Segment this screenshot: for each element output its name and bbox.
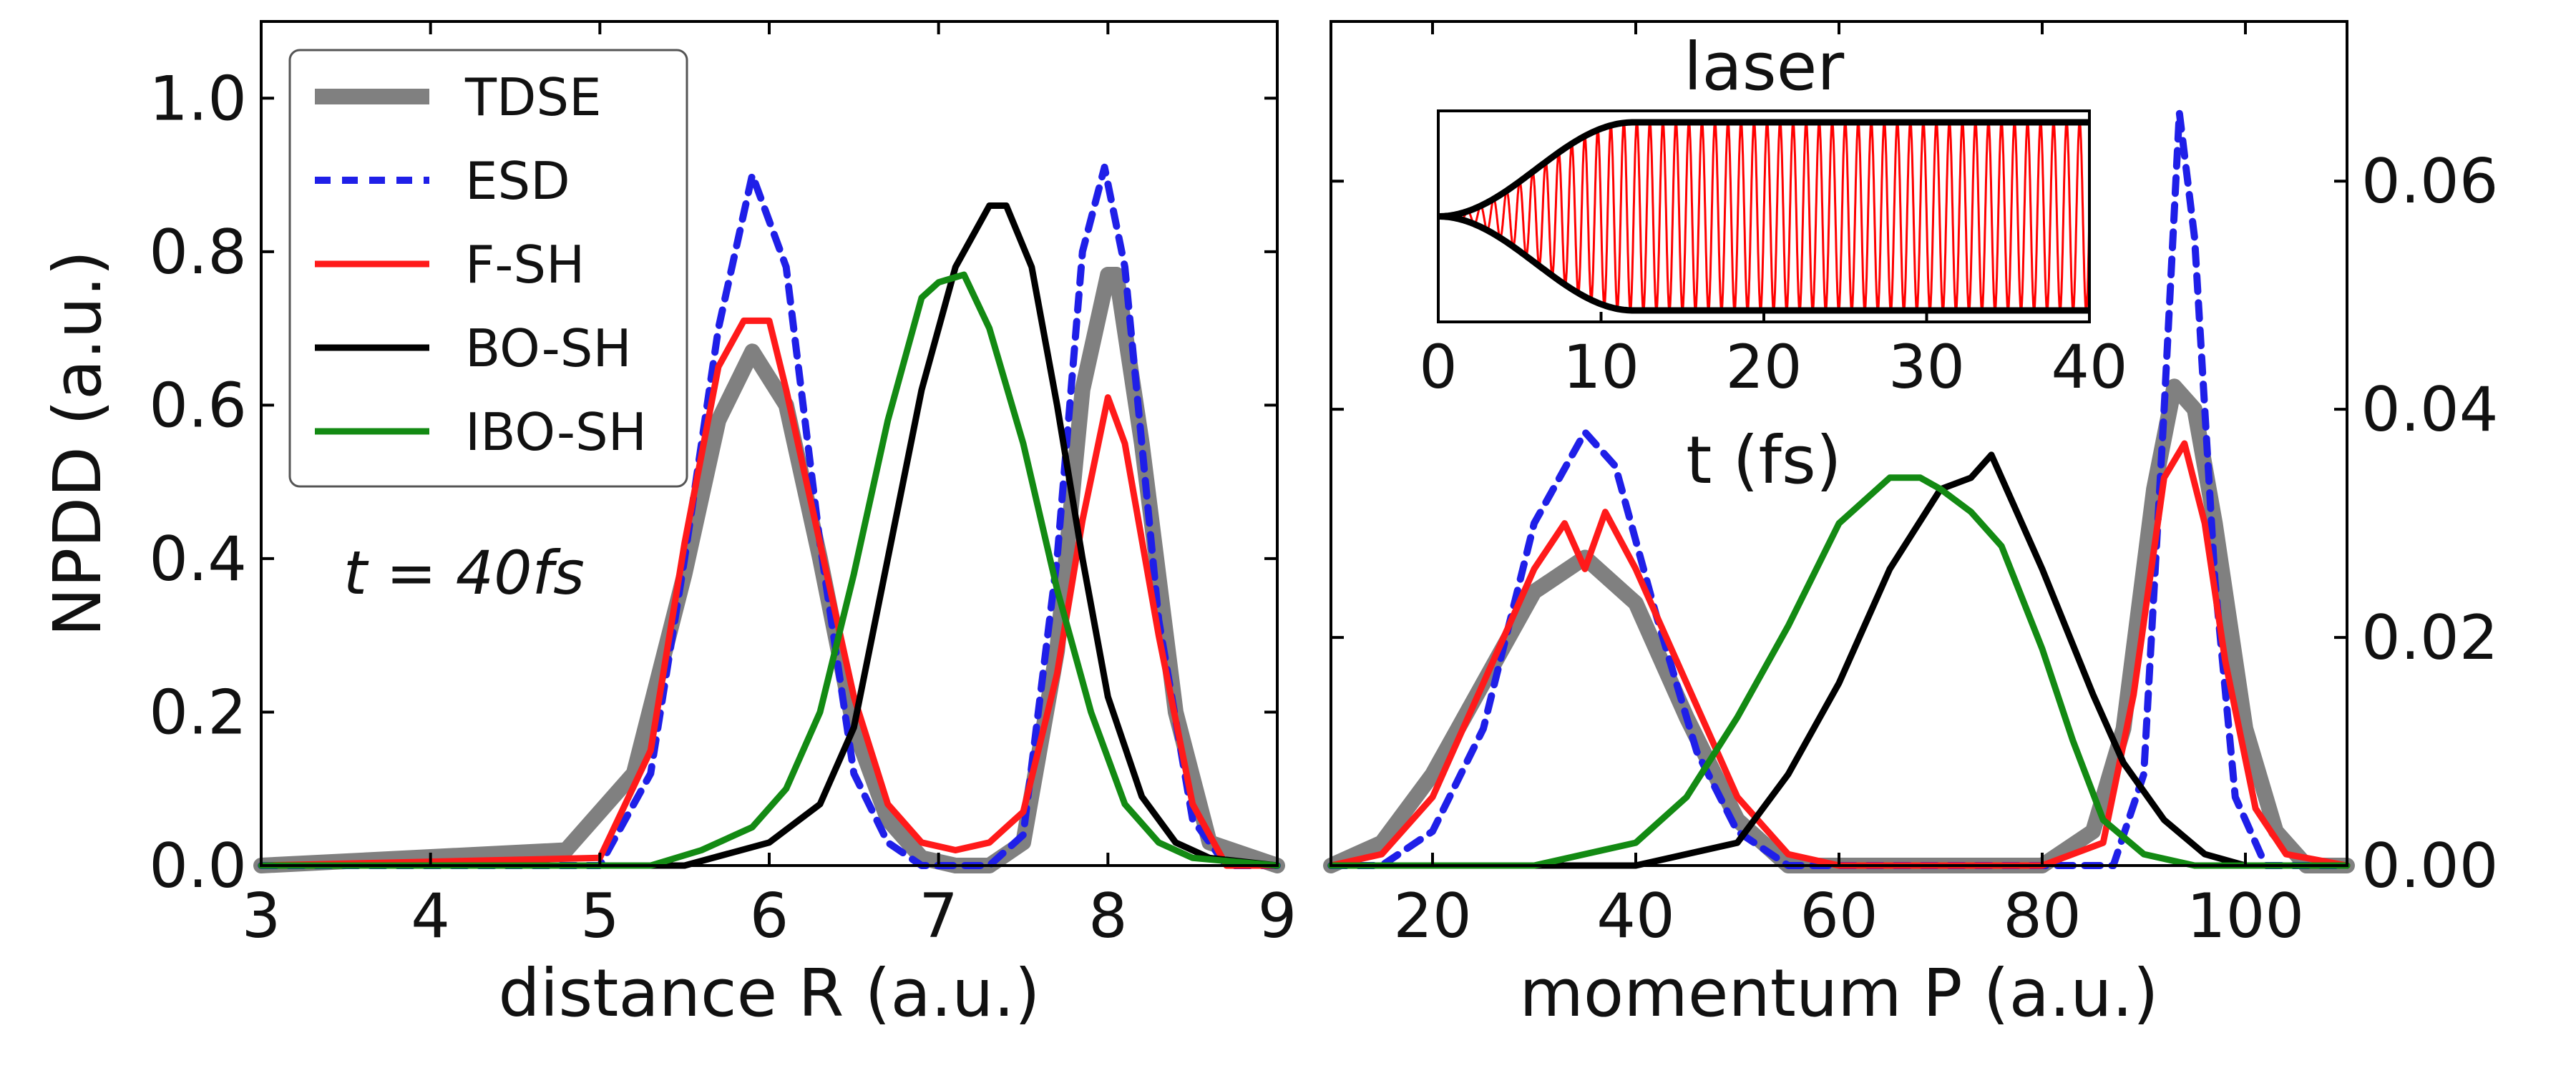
- inset-title: laser: [1684, 29, 1844, 105]
- inset-x-tick-label: 10: [1563, 332, 1639, 402]
- legend-entries: TDSE ESD F-SH BO-SH IBO-SH: [315, 67, 647, 462]
- right-series-f-sh: [1327, 440, 2351, 869]
- right-y-tick-label: 0.00: [2361, 831, 2498, 902]
- laser-inset: laser 0 10 20 30 40 t (fs): [1419, 29, 2127, 499]
- left-y-axis-title: NPDD (a.u.): [39, 250, 116, 637]
- legend-label-bo-sh: BO-SH: [465, 318, 632, 378]
- time-annotation: t = 40fs: [343, 538, 585, 608]
- left-x-tick-label: 7: [919, 881, 958, 952]
- left-x-tick-label: 8: [1088, 881, 1128, 952]
- left-x-tick-label: 5: [580, 881, 620, 952]
- left-y-tick-label: 0.4: [149, 524, 247, 595]
- legend-box: [288, 49, 688, 488]
- right-y-tick-label: 0.06: [2361, 146, 2498, 217]
- right-x-tick-label: 60: [1800, 881, 1878, 952]
- right-series-bo-sh: [1327, 451, 2351, 869]
- right-x-tick-label: 80: [2003, 881, 2081, 952]
- laser-oscillation: [1438, 120, 2091, 313]
- left-y-tick-label: 0.2: [149, 677, 247, 748]
- left-y-tick-label: 0.8: [149, 217, 247, 288]
- right-y-tick-label: 0.02: [2361, 602, 2498, 674]
- inset-x-tick-label: 30: [1888, 332, 1965, 402]
- legend-label-ibo-sh: IBO-SH: [465, 402, 647, 462]
- left-series-bo-sh: [258, 202, 1281, 869]
- inset-x-tick-label: 40: [2051, 332, 2128, 402]
- right-x-tick-label: 20: [1393, 881, 1471, 952]
- legend: TDSE ESD F-SH BO-SH IBO-SH: [288, 49, 688, 488]
- right-x-axis-title: momentum P (a.u.): [1519, 955, 2158, 1032]
- legend-label-tdse: TDSE: [464, 67, 602, 127]
- inset-signal: [1438, 119, 2091, 314]
- legend-label-esd: ESD: [465, 151, 570, 211]
- left-ticks: 3 4 5 6 7 8 9 0.0 0.2 0.4 0.6 0.8 1.0: [149, 21, 1297, 952]
- left-x-tick-label: 6: [750, 881, 789, 952]
- right-x-tick-label: 40: [1596, 881, 1674, 952]
- legend-label-f-sh: F-SH: [465, 235, 585, 295]
- right-y-tick-label: 0.04: [2361, 374, 2498, 446]
- right-x-tick-label: 100: [2187, 881, 2304, 952]
- left-x-tick-label: 3: [242, 881, 281, 952]
- inset-x-tick-label: 20: [1726, 332, 1802, 402]
- left-series-f-sh: [258, 317, 1281, 869]
- right-series-ibo-sh: [1327, 474, 2351, 869]
- left-y-tick-label: 0.0: [149, 831, 247, 902]
- left-x-axis-title: distance R (a.u.): [498, 955, 1040, 1032]
- left-y-tick-label: 1.0: [149, 63, 247, 134]
- inset-x-tick-label: 0: [1419, 332, 1457, 402]
- inset-x-axis-title: t (fs): [1686, 422, 1841, 499]
- left-x-tick-label: 4: [411, 881, 450, 952]
- left-series-ibo-sh: [258, 271, 1281, 869]
- inset-ticks: 0 10 20 30 40: [1419, 312, 2127, 402]
- laser-envelope-upper: [1438, 119, 2089, 220]
- left-panel: 3 4 5 6 7 8 9 0.0 0.2 0.4 0.6 0.8 1.0 distance R (a.…: [39, 20, 1297, 1032]
- left-x-tick-label: 9: [1258, 881, 1297, 952]
- laser-envelope-lower: [1438, 213, 2089, 314]
- left-y-tick-label: 0.6: [149, 370, 247, 441]
